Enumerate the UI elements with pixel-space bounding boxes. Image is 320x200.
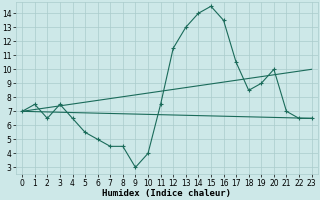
X-axis label: Humidex (Indice chaleur): Humidex (Indice chaleur) xyxy=(102,189,231,198)
